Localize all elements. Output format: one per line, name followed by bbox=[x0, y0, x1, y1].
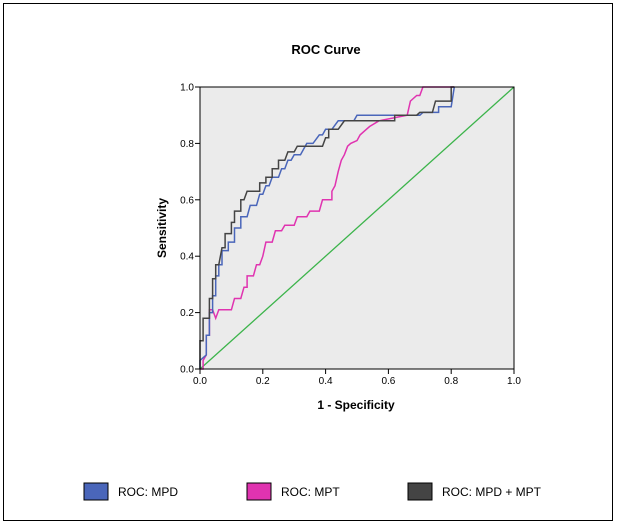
y-tick-label: 0.6 bbox=[180, 195, 194, 206]
legend-item: ROC: MPT bbox=[246, 482, 340, 501]
legend-label: ROC: MPD bbox=[118, 485, 178, 499]
axis-ticks: 0.0 0.2 0.4 0.6 0.8 1.0 0.0 0.2 0.4 0.6 0.8 1.0 bbox=[180, 83, 521, 388]
x-tick-label: 0.2 bbox=[256, 376, 270, 387]
y-tick-label: 1.0 bbox=[180, 83, 194, 94]
y-tick-label: 0.4 bbox=[180, 252, 194, 263]
legend-item: ROC: MPD bbox=[83, 482, 178, 501]
y-axis-label: Sensitivity bbox=[155, 198, 169, 258]
y-tick-label: 0.2 bbox=[180, 308, 194, 319]
legend-item: ROC: MPD + MPT bbox=[407, 482, 542, 501]
legend-label: ROC: MPD + MPT bbox=[442, 485, 542, 499]
legend-swatch bbox=[407, 482, 433, 501]
plot-border bbox=[199, 86, 515, 370]
x-tick-label: 0.6 bbox=[381, 376, 395, 387]
series-line-roc-mpd bbox=[199, 86, 456, 369]
series-line-roc-mpt bbox=[200, 86, 455, 370]
x-tick-label: 0.4 bbox=[319, 376, 333, 387]
y-tick-label: 0.8 bbox=[180, 139, 194, 150]
series-line-roc-mpd-mpt bbox=[199, 86, 455, 369]
chart-title: ROC Curve bbox=[291, 42, 360, 57]
x-tick-label: 1.0 bbox=[507, 376, 521, 387]
y-tick-label: 0.0 bbox=[180, 365, 194, 376]
x-axis-label: 1 - Specificity bbox=[317, 398, 395, 412]
legend-label: ROC: MPT bbox=[281, 485, 340, 499]
x-tick-label: 0.0 bbox=[193, 376, 207, 387]
chart-marks bbox=[199, 86, 515, 370]
legend: ROC: MPD ROC: MPT ROC: MPD + MPT bbox=[83, 482, 542, 501]
legend-swatch bbox=[246, 482, 272, 501]
reference-diagonal-line bbox=[199, 86, 515, 370]
x-tick-label: 0.8 bbox=[444, 376, 458, 387]
legend-swatch bbox=[83, 482, 109, 501]
